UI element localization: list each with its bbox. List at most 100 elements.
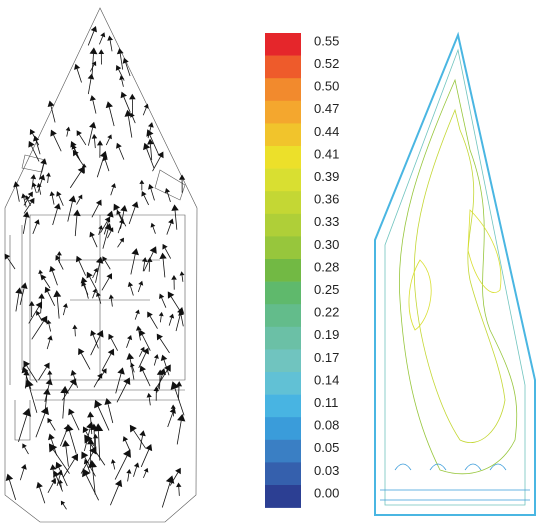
vector-shaft [150,144,151,160]
vector-head [5,254,11,260]
vector-head [73,209,81,216]
colorbar-label: 0.00 [314,485,339,500]
vector-shaft [132,117,135,124]
vector-shaft [36,413,45,437]
vector-head [77,130,82,136]
color-swatch [265,78,301,101]
vector-head [154,354,159,359]
vector-shaft [119,148,124,160]
vector-shaft [167,223,171,234]
colorbar-label: 0.25 [314,282,339,297]
figure: 0.550.520.500.470.440.410.390.360.330.30… [0,0,538,526]
vector-shaft [47,340,50,349]
color-swatch [265,304,301,327]
colorbar-label: 0.50 [314,79,339,94]
vector-head [147,393,152,398]
vector-shaft [96,263,100,283]
vector-shaft [93,335,98,348]
vector-shaft [93,271,96,278]
vector-shaft [160,316,161,322]
vector-head [15,287,22,294]
domain-outline [5,8,197,522]
vector-shaft [20,469,24,480]
vector-shaft [38,367,46,380]
vector-shaft [178,386,179,398]
vector-head [71,454,78,462]
vector-head [130,425,137,433]
vector-head [93,434,98,438]
vector-head [171,275,177,280]
vector-shaft [91,336,100,355]
vector-head [81,277,88,283]
colorbar-label: 0.08 [314,418,339,433]
colorbar: 0.550.520.500.470.440.410.390.360.330.30… [265,33,339,508]
vector-head [90,47,98,54]
vector-head [142,257,147,262]
vector-shaft [153,227,156,234]
vector-head [46,320,51,325]
vector-head [50,191,55,196]
vector-shaft [129,207,135,224]
vector-shaft [108,404,113,423]
vector-shaft [139,350,142,356]
color-swatch [265,372,301,395]
vector-head [139,430,145,436]
vector-shaft [120,54,122,70]
vector-head [126,469,131,474]
colorbar-label: 0.41 [314,146,339,161]
vector-shaft [77,198,81,204]
vector-head [180,271,185,275]
vector-shaft [128,116,131,137]
vector-head [104,398,111,405]
vector-shaft [69,431,76,454]
vector-head [107,36,113,41]
vector-shaft [92,236,97,247]
vector-shaft [126,63,130,76]
vector-shaft [130,286,133,295]
vector-head [38,270,43,274]
vector-head [47,370,52,374]
vector-shaft [63,393,65,418]
colorbar-label: 0.14 [314,372,339,387]
vector-shaft [40,487,45,503]
vector-shaft [57,297,59,319]
vector-shaft [162,298,166,308]
vector-shaft [8,258,15,269]
vector-shaft [68,202,73,222]
color-swatch [265,282,301,305]
vector-shaft [88,128,92,146]
vector-shaft [59,196,63,206]
color-swatch [265,56,301,79]
vector-shaft [115,456,127,480]
vector-head [168,291,175,298]
colorbar-label: 0.11 [314,395,338,410]
vector-shaft [44,279,50,288]
vector-shaft [99,36,102,44]
vector-shaft [34,186,36,193]
vector-shaft [126,339,129,348]
vector-head [54,203,61,210]
vector-head [97,140,103,145]
vector-shaft [181,315,183,326]
vector-shaft [94,430,95,450]
contour-line [399,80,516,474]
vector-shaft [70,172,81,188]
vector-shaft [92,54,93,76]
vector-shaft [107,231,111,238]
vector-shaft [177,421,181,445]
vector-shaft [133,467,136,477]
vector-shaft [138,285,140,292]
vector-shaft [16,187,19,202]
vector-shaft [25,447,29,454]
colorbar-label: 0.03 [314,463,339,478]
vector-head [157,334,163,341]
vector-shaft [63,307,65,315]
vector-head [66,127,71,131]
vector-head [13,181,20,187]
color-swatch [265,191,301,214]
vector-head [38,293,45,299]
color-swatch [265,101,301,124]
vector-shaft [29,386,37,412]
vector-shaft [144,195,149,205]
vector-shaft [128,473,129,481]
